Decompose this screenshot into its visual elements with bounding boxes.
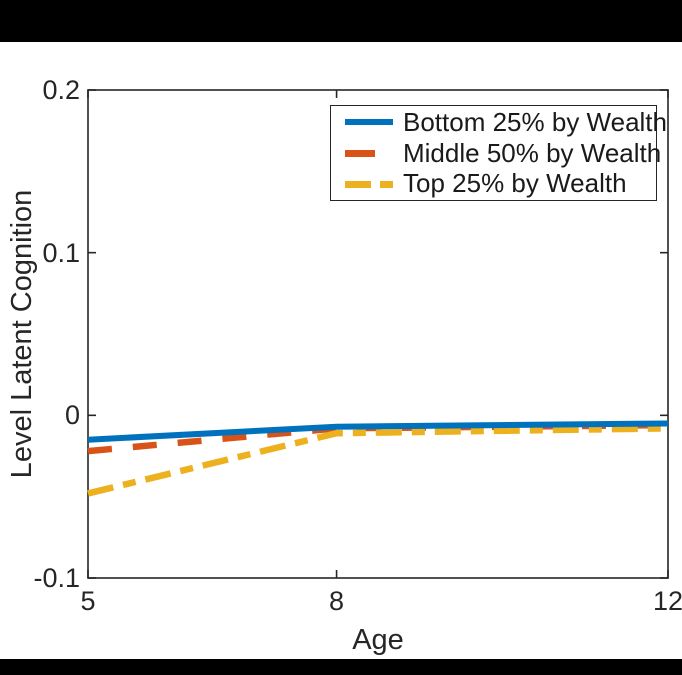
legend-label: Middle 50% by Wealth [403,137,662,168]
legend-item-middle-50: Middle 50% by Wealth [345,138,661,168]
y-tick-label: 0.2 [42,75,80,105]
legend-label: Bottom 25% by Wealth [403,106,667,137]
top-letterbox-bar [0,0,682,42]
y-tick-label: -0.1 [33,563,80,593]
x-tick-label: 5 [80,586,96,616]
legend-label: Top 25% by Wealth [403,168,627,199]
legend-swatch-segment [380,180,393,188]
legend-swatch-segment [345,119,393,126]
legend-swatch-segment [345,180,371,188]
legend-item-bottom-25: Bottom 25% by Wealth [345,107,667,137]
legend-line-swatch-dashdot [345,180,393,188]
axes-frame [87,89,669,579]
series-line-2 [87,425,669,497]
x-axis-label: Age [352,624,404,656]
x-tick-label: 8 [329,586,345,616]
y-axis-label: Level Latent Cognition [6,189,38,479]
legend-item-top-25: Top 25% by Wealth [345,168,656,199]
legend: Bottom 25% by Wealth Middle 50% by Wealt… [330,105,667,201]
legend-line-swatch-solid [345,118,393,126]
y-tick-label: 0.1 [42,237,80,268]
bottom-letterbox-bar [0,659,682,675]
series-line-0 [87,420,669,443]
x-tick-label: 12 [652,586,682,616]
legend-swatch-segment [345,150,375,157]
y-tick-label: 0 [64,400,80,431]
legend-line-swatch-dashed [345,149,393,157]
